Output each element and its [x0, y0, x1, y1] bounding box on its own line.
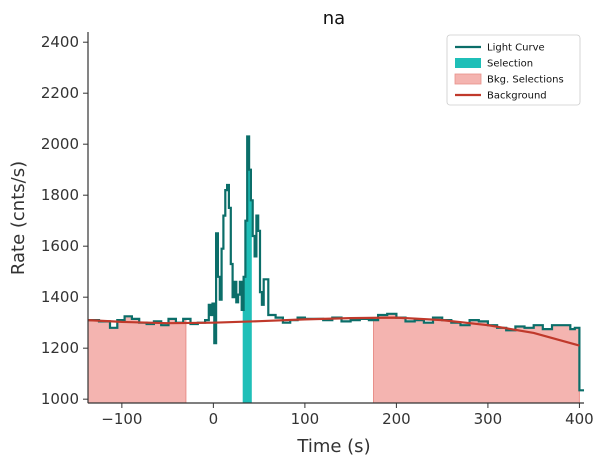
y-tick-label: 1000: [41, 390, 79, 408]
legend-swatch-patch: [454, 73, 482, 85]
x-tick-label: −100: [101, 410, 142, 428]
y-axis-label: Rate (cnts/s): [8, 161, 29, 275]
background-fit-line: [87, 316, 580, 347]
legend-label: Light Curve: [487, 43, 545, 54]
y-tick-label: 1600: [41, 237, 79, 255]
legend-label: Bkg. Selections: [487, 75, 564, 86]
legend-box: [446, 34, 581, 106]
x-tick-label: 400: [565, 410, 594, 428]
y-ticks: 1000 1200 1400 1600 1800 2000 2200 2400: [41, 33, 88, 408]
x-axis-label: Time (s): [296, 436, 370, 457]
x-tick-label: 100: [291, 410, 320, 428]
legend-label: Selection: [487, 59, 533, 70]
x-tick-label: 200: [382, 410, 411, 428]
y-tick-label: 2000: [41, 135, 79, 153]
y-tick-label: 1200: [41, 339, 79, 357]
bkg-selection-region-1: [87, 315, 187, 404]
legend-swatch-patch: [455, 58, 481, 68]
legend: Light Curve Selection Bkg. Selections Backg…: [446, 34, 581, 106]
x-ticks: −100 0 100 200 300 400: [101, 403, 594, 428]
chart-title: na: [323, 8, 345, 29]
y-tick-label: 1800: [41, 186, 79, 204]
y-tick-label: 2400: [41, 33, 79, 51]
y-tick-label: 1400: [41, 288, 79, 306]
bkg-selection-region-2: [373, 313, 580, 404]
background-fit-layer: [87, 316, 580, 347]
selection-layer: [242, 136, 252, 403]
source-selection-region: [242, 136, 252, 403]
x-tick-label: 0: [209, 410, 219, 428]
legend-label: Background: [487, 91, 547, 102]
x-tick-label: 300: [474, 410, 503, 428]
y-tick-label: 2200: [41, 84, 79, 102]
